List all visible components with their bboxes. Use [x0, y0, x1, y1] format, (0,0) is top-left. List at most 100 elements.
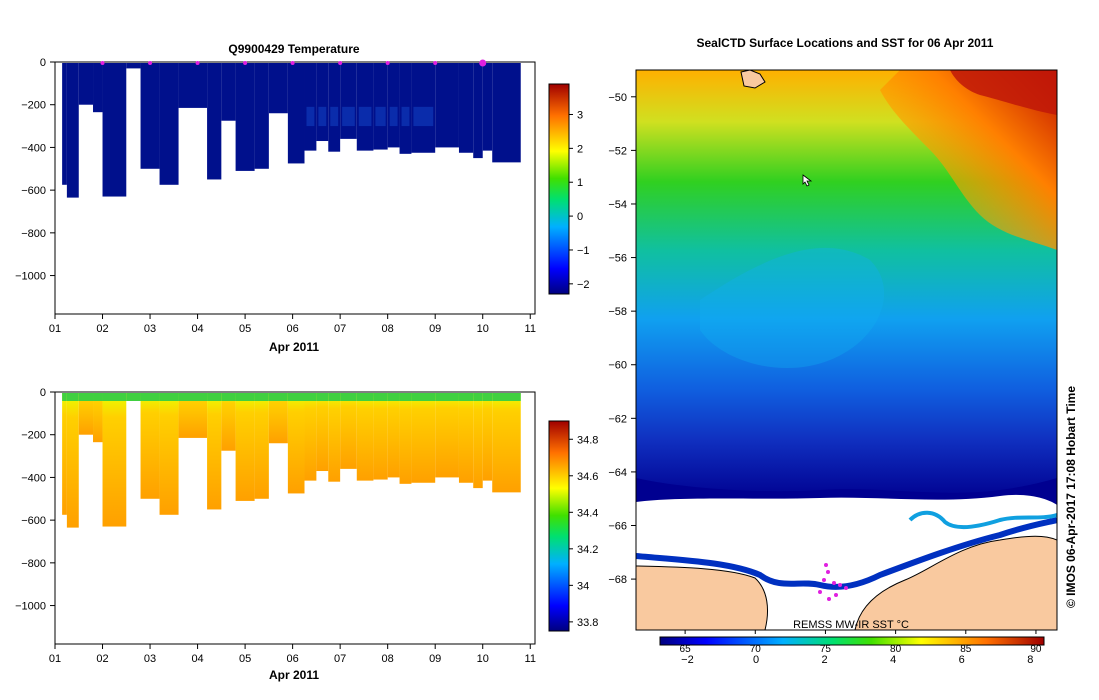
lon-tick-label: 75: [820, 644, 832, 655]
surfacing-marker: [100, 61, 105, 65]
fresh-surface-layer: [268, 393, 288, 401]
section-profile: [328, 393, 341, 482]
x-tick-label: 08: [382, 323, 394, 335]
x-tick-label: 10: [477, 323, 489, 335]
sst-colorbar-label: REMSS MW-IR SST °C: [793, 619, 909, 631]
x-tick-label: 03: [144, 323, 156, 335]
x-tick-label: 02: [96, 653, 108, 665]
sal-x-axis: 01 02 03 04 05 06 07 08 09 10 11: [49, 644, 536, 665]
fresh-surface-layer: [62, 393, 67, 401]
y-tick-label: −1000: [15, 271, 46, 283]
sea-ice-fringe: [636, 478, 1057, 505]
fresh-surface-layer: [159, 393, 179, 401]
fresh-surface-layer: [316, 393, 329, 401]
fresh-surface-layer: [492, 393, 521, 401]
fresh-surface-layer: [93, 393, 103, 401]
fresh-surface-layer: [140, 393, 160, 401]
x-tick-label: 10: [477, 653, 489, 665]
section-profile: [387, 393, 400, 478]
fresh-surface-layer: [126, 393, 141, 401]
surfacing-marker: [243, 61, 248, 65]
warm-intrusion: [358, 106, 372, 127]
sst-colorbar-tick-label: −2: [681, 654, 694, 666]
fresh-surface-layer: [435, 393, 459, 401]
y-tick-label: −1000: [15, 601, 46, 613]
section-profile: [304, 63, 317, 151]
y-tick-label: −200: [21, 430, 46, 442]
fresh-surface-layer: [328, 393, 341, 401]
map-panel: SealCTD Surface Locations and SST for 06…: [608, 36, 1078, 666]
fresh-surface-layer: [178, 393, 208, 401]
coastal-band-outer: [908, 510, 1057, 529]
temp-x-axis: 01 02 03 04 05 06 07 08 09 10 11: [49, 314, 536, 335]
fresh-surface-layer: [254, 393, 269, 401]
colorbar-tick-label: 2: [577, 143, 583, 155]
fresh-surface-layer: [66, 393, 79, 401]
section-profile: [356, 393, 374, 481]
sst-colorbar-tick-label: 2: [822, 654, 828, 666]
lat-tick-label: −62: [608, 413, 627, 425]
y-tick-label: −400: [21, 142, 46, 154]
x-tick-label: 06: [286, 323, 298, 335]
x-tick-label: 05: [239, 323, 251, 335]
fresh-surface-layer: [340, 393, 357, 401]
sst-warm-core: [950, 70, 1057, 115]
warm-intrusion: [413, 106, 434, 127]
fresh-surface-layer: [411, 393, 436, 401]
temp-xlabel: Apr 2011: [269, 340, 319, 354]
fresh-surface-layer: [387, 393, 400, 401]
fresh-surface-layer: [207, 393, 222, 401]
section-profile: [78, 393, 94, 435]
x-tick-label: 06: [286, 653, 298, 665]
section-profile: [102, 63, 127, 197]
fresh-surface-layer: [482, 393, 493, 401]
temperature-panel: Q9900429 Temperature 01 02 03 04 05 06 07 08 09 1…: [15, 42, 589, 354]
island: [740, 70, 766, 89]
lat-tick-label: −54: [608, 199, 627, 211]
sal-colorbar-ticks: 34.8 34.6 34.4 34.2 34 33.8: [569, 434, 598, 629]
colorbar-tick-label: 34.4: [577, 507, 598, 519]
section-profile: [387, 63, 400, 148]
x-tick-label: 05: [239, 653, 251, 665]
section-profile: [473, 63, 483, 159]
section-profile: [482, 393, 493, 481]
fresh-surface-layer: [78, 393, 94, 401]
section-profile: [78, 63, 94, 105]
sst-warm-region: [880, 70, 1057, 250]
section-profile: [66, 63, 79, 198]
colorbar-tick-label: 0: [577, 211, 583, 223]
section-profile: [140, 393, 160, 499]
salinity-panel: 01 02 03 04 05 06 07 08 09 10 11 0 −200 −400 −600 −800…: [15, 387, 598, 682]
section-profile: [287, 63, 305, 164]
section-profile: [268, 63, 288, 114]
section-profile: [102, 393, 127, 527]
sst-cool-tongue: [700, 247, 885, 369]
colorbar-tick-label: 1: [577, 177, 583, 189]
x-tick-label: 04: [191, 653, 203, 665]
imos-credit: © IMOS 06-Apr-2017 17:08 Hobart Time: [1064, 386, 1078, 608]
section-profile: [316, 63, 329, 142]
section-profile: [287, 393, 305, 494]
surfacing-marker: [195, 61, 200, 65]
colorbar-tick-label: −1: [577, 245, 590, 257]
x-tick-label: 09: [429, 653, 441, 665]
fresh-surface-layer: [356, 393, 374, 401]
section-profile: [126, 63, 141, 69]
lat-tick-label: −56: [608, 253, 627, 265]
section-profile: [268, 393, 288, 444]
section-profile: [492, 393, 521, 493]
surfacing-marker: [479, 59, 487, 67]
surfacing-marker: [338, 61, 343, 65]
x-tick-label: 11: [525, 653, 536, 665]
section-profile: [473, 393, 483, 489]
lon-tick-label: 90: [1030, 644, 1042, 655]
sst-colorbar-ticks: −2 0 2 4 6 8: [681, 654, 1033, 666]
temp-colorbar-ticks: 3 2 1 0 −1 −2: [569, 109, 590, 291]
section-profile: [221, 393, 236, 451]
section-profile: [482, 63, 493, 151]
lat-tick-label: −50: [608, 92, 627, 104]
colorbar-tick-label: 34: [577, 580, 589, 592]
lat-tick-label: −58: [608, 306, 627, 318]
section-profile: [373, 393, 388, 480]
sst-colorbar: [659, 636, 1045, 646]
